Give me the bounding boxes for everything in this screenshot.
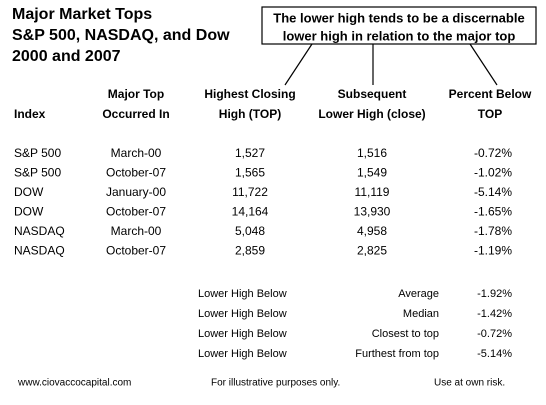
column-header: Highest Closing <box>204 87 295 101</box>
summary-cell: -5.14% <box>477 348 512 360</box>
table-cell: 4,958 <box>357 224 387 238</box>
table-cell: 2,825 <box>357 244 387 258</box>
table-cell: 14,164 <box>232 205 269 219</box>
table-cell: -1.19% <box>474 244 512 258</box>
table-cell: 1,516 <box>357 146 387 160</box>
table-cell: 1,565 <box>235 166 265 180</box>
table-cell: October-07 <box>106 205 166 219</box>
table-cell: S&P 500 <box>14 146 61 160</box>
table-cell: October-07 <box>106 244 166 258</box>
table-cell: DOW <box>14 205 44 219</box>
title: 2000 and 2007 <box>12 48 121 65</box>
title: S&P 500, NASDAQ, and Dow <box>12 27 230 44</box>
table-cell: -1.78% <box>474 224 512 238</box>
footer-text: For illustrative purposes only. <box>211 378 340 389</box>
table-cell: March-00 <box>111 224 162 238</box>
table-cell: 2,859 <box>235 244 265 258</box>
footer-text: www.ciovaccocapital.com <box>17 378 131 389</box>
table-cell: 11,119 <box>355 185 390 199</box>
table-cell: 13,930 <box>354 205 391 219</box>
column-header: Subsequent <box>338 87 407 101</box>
table-cell: 11,722 <box>232 185 268 199</box>
column-header: Major Top <box>108 87 164 101</box>
table-cell: NASDAQ <box>14 224 65 238</box>
summary-cell: Lower High Below <box>198 308 287 320</box>
summary-cell: Lower High Below <box>198 348 287 360</box>
table-cell: 1,527 <box>235 146 265 160</box>
summary-cell: -0.72% <box>477 328 512 340</box>
table-cell: S&P 500 <box>14 166 61 180</box>
summary-cell: Median <box>403 308 439 320</box>
summary-cell: Lower High Below <box>198 328 287 340</box>
column-header: Percent Below <box>449 87 532 101</box>
column-header: Index <box>14 107 46 121</box>
table-cell: January-00 <box>106 185 166 199</box>
table-cell: March-00 <box>111 146 162 160</box>
table-cell: -0.72% <box>474 146 512 160</box>
callout-arrow <box>469 43 498 86</box>
table-cell: 1,549 <box>357 166 387 180</box>
table-cell: -1.65% <box>474 205 512 219</box>
summary-cell: Closest to top <box>372 328 439 340</box>
footer-text: Use at own risk. <box>434 378 505 389</box>
summary-cell: Average <box>398 288 439 300</box>
summary-cell: Lower High Below <box>198 288 287 300</box>
callout-box <box>261 6 537 45</box>
callout-arrow <box>284 43 313 86</box>
column-header: High (TOP) <box>219 107 281 121</box>
table-cell: October-07 <box>106 166 166 180</box>
summary-cell: -1.42% <box>477 308 512 320</box>
title: Major Market Tops <box>12 6 152 23</box>
table-cell: DOW <box>14 185 44 199</box>
summary-cell: Furthest from top <box>355 348 439 360</box>
callout-text: The lower high tends to be a discernable <box>273 10 524 25</box>
callout-text: lower high in relation to the major top <box>283 28 516 43</box>
table-cell: -5.14% <box>474 185 512 199</box>
table-cell: -1.02% <box>474 166 512 180</box>
summary-cell: -1.92% <box>477 288 512 300</box>
table-cell: NASDAQ <box>14 244 65 258</box>
column-header: Lower High (close) <box>318 107 425 121</box>
table-cell: 5,048 <box>235 224 265 238</box>
column-header: Occurred In <box>102 107 169 121</box>
column-header: TOP <box>478 107 502 121</box>
